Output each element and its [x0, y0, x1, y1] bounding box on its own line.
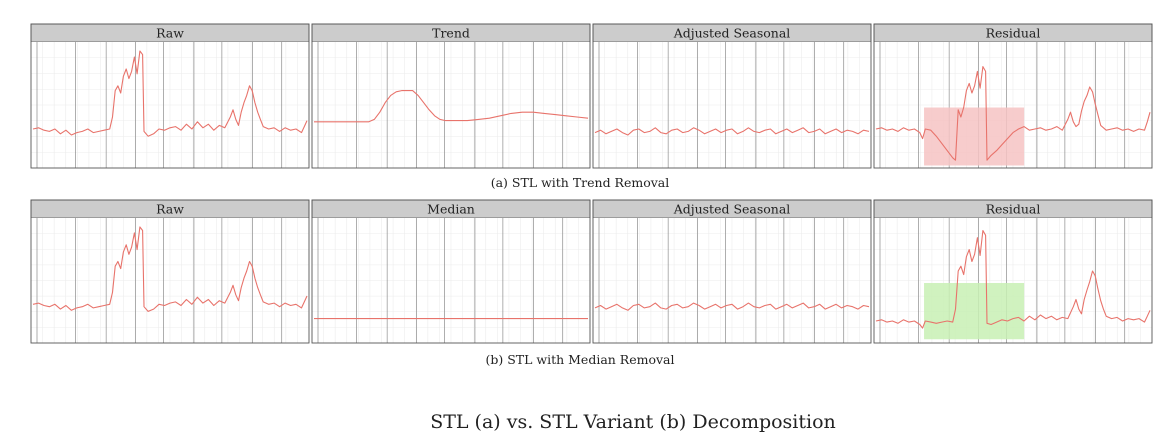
strip-label-a-1: Raw [156, 26, 184, 41]
panel-b-2: Median [311, 199, 591, 344]
series-line-trend [314, 90, 589, 123]
panel-frame [592, 199, 872, 344]
caption-a: (a) STL with Trend Removal [491, 175, 670, 190]
strip-label-b-1: Raw [156, 202, 184, 217]
row-a-panels: Raw Trend Adjusted Seasonal Residual [30, 23, 1153, 169]
panel-a-1: Raw [30, 23, 310, 169]
panel-frame [30, 199, 310, 344]
strip-label-b-3: Adjusted Seasonal [673, 202, 791, 217]
series-line-raw [32, 226, 308, 312]
panel-b-4: Residual [873, 199, 1153, 344]
series-line-residual_a [875, 66, 1151, 161]
panel-frame [592, 23, 872, 169]
strip-label-a-3: Adjusted Seasonal [673, 26, 791, 41]
panel-frame [311, 23, 591, 169]
strip-label-b-2: Median [427, 202, 475, 217]
series-line-raw [32, 50, 308, 137]
series-line-seasonal [594, 302, 870, 311]
figure-title: STL (a) vs. STL Variant (b) Decompositio… [430, 411, 836, 433]
panel-b-1: Raw [30, 199, 310, 344]
panel-b-3: Adjusted Seasonal [592, 199, 872, 344]
caption-b: (b) STL with Median Removal [485, 352, 674, 367]
strip-label-a-4: Residual [986, 26, 1041, 41]
row-b-panels: Raw Median Adjusted Seasonal Residual [30, 199, 1153, 344]
panel-frame [311, 199, 591, 344]
series-line-seasonal [594, 127, 870, 136]
anomaly-highlight-box [924, 283, 1025, 340]
strip-label-b-4: Residual [986, 202, 1041, 217]
panel-frame [873, 23, 1153, 169]
strip-label-a-2: Trend [432, 26, 470, 41]
panel-frame [873, 199, 1153, 344]
anomaly-highlight-box [924, 107, 1025, 166]
panel-a-3: Adjusted Seasonal [592, 23, 872, 169]
panel-frame [30, 23, 310, 169]
panel-a-4: Residual [873, 23, 1153, 169]
panel-a-2: Trend [311, 23, 591, 169]
series-line-residual_b [875, 229, 1151, 329]
